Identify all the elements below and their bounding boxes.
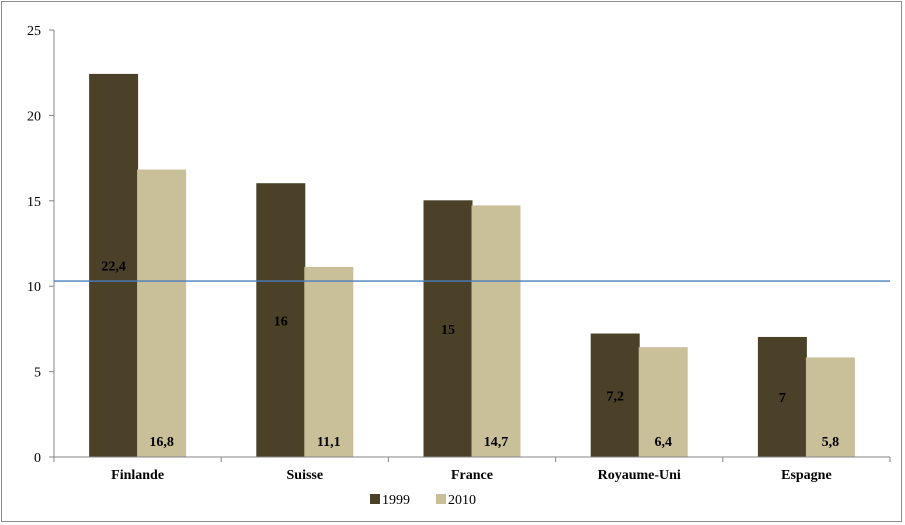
y-axis: 0 5 10 15 20 25 xyxy=(27,24,55,466)
bars xyxy=(89,73,855,458)
legend-label-1999: 1999 xyxy=(382,493,410,508)
bar-1999-Finlande xyxy=(89,73,139,458)
y-tick-label: 15 xyxy=(27,195,41,210)
x-tick-label: Suisse xyxy=(287,468,324,483)
bar-1999-France xyxy=(423,200,473,458)
bar-2010-Finlande xyxy=(137,169,187,458)
y-tick-label: 20 xyxy=(27,109,41,124)
y-tick-label: 25 xyxy=(27,24,41,39)
x-tick-label: Royaume-Uni xyxy=(598,468,681,483)
legend: 1999 2010 xyxy=(370,493,476,508)
bar-2010-Espagne xyxy=(805,357,855,458)
data-label-1999-Suisse: 16 xyxy=(274,314,288,329)
data-label-1999-Finlande: 22,4 xyxy=(101,260,126,275)
x-tick-label: Finlande xyxy=(111,468,164,483)
x-axis: Finlande Suisse France Royaume-Uni Espagne xyxy=(53,456,891,483)
data-label-2010-Espagne: 5,8 xyxy=(822,435,840,450)
data-label-1999-Royaume-Uni: 7,2 xyxy=(606,390,624,405)
data-label-1999-France: 15 xyxy=(441,323,455,338)
y-tick-label: 0 xyxy=(34,451,41,466)
y-tick-label: 5 xyxy=(34,366,41,381)
data-label-2010-Royaume-Uni: 6,4 xyxy=(654,435,672,450)
data-label-1999-Espagne: 7 xyxy=(779,391,786,406)
y-tick-label: 10 xyxy=(27,280,41,295)
data-label-2010-France: 14,7 xyxy=(484,435,509,450)
bar-1999-Royaume-Uni xyxy=(590,333,640,458)
x-tick-label: Espagne xyxy=(781,468,832,483)
data-label-2010-Finlande: 16,8 xyxy=(149,435,174,450)
bar-1999-Suisse xyxy=(256,183,306,458)
legend-swatch-1999 xyxy=(370,494,380,504)
legend-label-2010: 2010 xyxy=(448,493,476,508)
bar-2010-Royaume-Uni xyxy=(638,347,688,458)
data-label-2010-Suisse: 11,1 xyxy=(317,435,341,450)
bar-2010-France xyxy=(471,205,521,458)
data-labels: 22,4 16,8 16 11,1 15 14,7 7,2 6,4 7 5,8 xyxy=(101,260,839,450)
legend-swatch-2010 xyxy=(436,494,446,504)
x-tick-label: France xyxy=(451,468,493,483)
bar-2010-Suisse xyxy=(304,266,354,458)
